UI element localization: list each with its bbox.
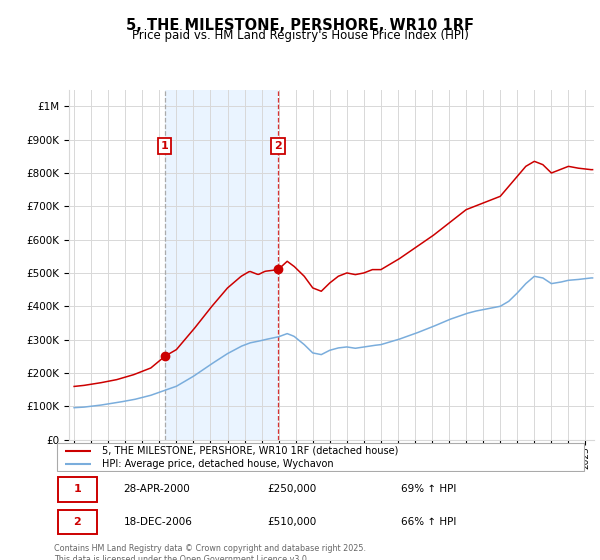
Text: 1: 1 [74,484,82,494]
Text: 5, THE MILESTONE, PERSHORE, WR10 1RF (detached house): 5, THE MILESTONE, PERSHORE, WR10 1RF (de… [102,446,398,455]
FancyBboxPatch shape [58,477,97,502]
Text: £510,000: £510,000 [268,517,317,527]
Text: 18-DEC-2006: 18-DEC-2006 [124,517,192,527]
FancyBboxPatch shape [56,444,584,470]
Text: Contains HM Land Registry data © Crown copyright and database right 2025.
This d: Contains HM Land Registry data © Crown c… [54,544,366,560]
Text: 5, THE MILESTONE, PERSHORE, WR10 1RF: 5, THE MILESTONE, PERSHORE, WR10 1RF [126,18,474,33]
Text: HPI: Average price, detached house, Wychavon: HPI: Average price, detached house, Wych… [102,459,334,469]
Text: 2: 2 [274,141,282,151]
Text: 66% ↑ HPI: 66% ↑ HPI [401,517,457,527]
Text: 1: 1 [161,141,169,151]
FancyBboxPatch shape [58,510,97,534]
Text: £250,000: £250,000 [268,484,317,494]
Text: 69% ↑ HPI: 69% ↑ HPI [401,484,457,494]
Bar [165,90,278,440]
Text: 2: 2 [74,517,82,527]
Text: 28-APR-2000: 28-APR-2000 [124,484,190,494]
Text: Price paid vs. HM Land Registry's House Price Index (HPI): Price paid vs. HM Land Registry's House … [131,29,469,42]
